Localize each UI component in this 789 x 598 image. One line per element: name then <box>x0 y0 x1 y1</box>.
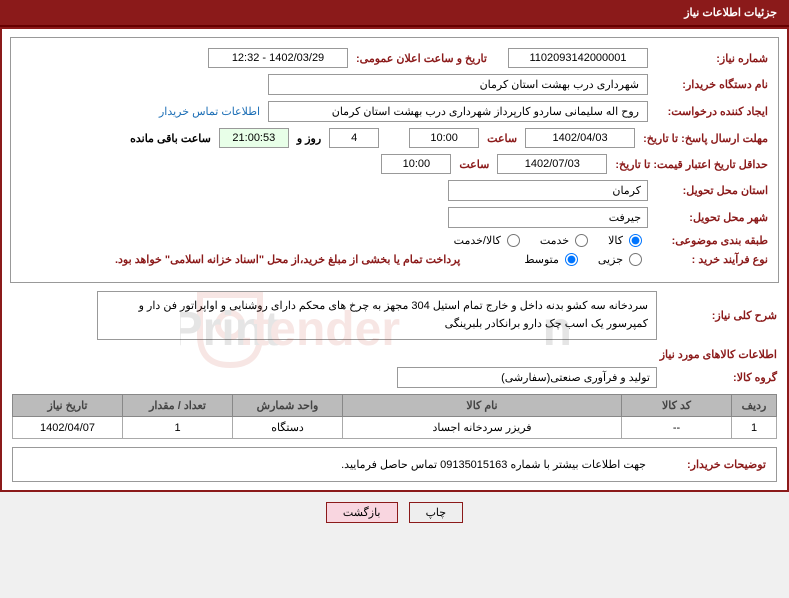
buyer-org-value: شهرداری درب بهشت استان کرمان <box>268 74 648 95</box>
cat-goods-radio[interactable] <box>629 234 642 247</box>
category-label: طبقه بندی موضوعی: <box>648 234 768 247</box>
th-qty: تعداد / مقدار <box>123 395 233 417</box>
details-fieldset: شماره نیاز: 1102093142000001 تاریخ و ساع… <box>10 37 779 283</box>
items-section-title: اطلاعات کالاهای مورد نیاز <box>12 348 777 361</box>
proc-partial-label: جزیی <box>598 253 623 266</box>
items-table: ردیف کد کالا نام کالا واحد شمارش تعداد /… <box>12 394 777 439</box>
remain-suffix: ساعت باقی مانده <box>122 132 219 145</box>
delivery-city-value: جیرفت <box>448 207 648 228</box>
cell-row: 1 <box>732 417 777 439</box>
saat-label-2: ساعت <box>451 158 497 171</box>
th-code: کد کالا <box>622 395 732 417</box>
proc-medium-label: متوسط <box>524 253 559 266</box>
header-title: جزئیات اطلاعات نیاز <box>684 7 777 19</box>
button-bar: چاپ بازگشت <box>0 492 789 533</box>
back-button[interactable]: بازگشت <box>326 502 398 523</box>
group-label: گروه کالا: <box>657 371 777 384</box>
reply-deadline-time: 10:00 <box>409 128 479 148</box>
cell-code: -- <box>622 417 732 439</box>
th-name: نام کالا <box>343 395 622 417</box>
rooz-va: روز و <box>289 132 329 145</box>
delivery-province-value: کرمان <box>448 180 648 201</box>
th-row: ردیف <box>732 395 777 417</box>
buyer-notes-label: توضیحات خریدار: <box>646 458 766 471</box>
process-label: نوع فرآیند خرید : <box>648 253 768 266</box>
main-frame: شماره نیاز: 1102093142000001 تاریخ و ساع… <box>0 27 789 492</box>
cat-goods-label: کالا <box>608 234 623 247</box>
cell-qty: 1 <box>123 417 233 439</box>
page-header: جزئیات اطلاعات نیاز <box>0 0 789 27</box>
table-row: 1 -- فریزر سردخانه اجساد دستگاه 1 1402/0… <box>13 417 777 439</box>
remain-time: 21:00:53 <box>219 128 289 148</box>
remain-days: 4 <box>329 128 379 148</box>
print-button[interactable]: چاپ <box>409 502 464 523</box>
buyer-org-label: نام دستگاه خریدار: <box>648 78 768 91</box>
cell-need-date: 1402/04/07 <box>13 417 123 439</box>
th-need-date: تاریخ نیاز <box>13 395 123 417</box>
group-value: تولید و فرآوری صنعتی(سفارشی) <box>397 367 657 388</box>
buyer-notes-text: جهت اطلاعات بیشتر با شماره 09135015163 ت… <box>23 458 646 471</box>
cat-service-radio[interactable] <box>575 234 588 247</box>
reply-deadline-label: مهلت ارسال پاسخ: تا تاریخ: <box>635 132 768 145</box>
th-unit: واحد شمارش <box>233 395 343 417</box>
requester-value: روح اله سلیمانی ساردو کارپرداز شهرداری د… <box>268 101 648 122</box>
min-valid-date: 1402/07/03 <box>497 154 607 174</box>
buyer-notes-frame: توضیحات خریدار: جهت اطلاعات بیشتر با شما… <box>12 447 777 482</box>
announce-date-label: تاریخ و ساعت اعلان عمومی: <box>348 52 508 65</box>
proc-medium-radio[interactable] <box>565 253 578 266</box>
cell-name: فریزر سردخانه اجساد <box>343 417 622 439</box>
min-valid-time: 10:00 <box>381 154 451 174</box>
payment-note: پرداخت تمام یا بخشی از مبلغ خرید،از محل … <box>107 253 468 266</box>
cat-both-label: کالا/خدمت <box>454 234 501 247</box>
reply-deadline-date: 1402/04/03 <box>525 128 635 148</box>
proc-partial-radio[interactable] <box>629 253 642 266</box>
announce-date-value: 1402/03/29 - 12:32 <box>208 48 348 68</box>
need-no-value: 1102093142000001 <box>508 48 648 68</box>
min-valid-label: حداقل تاریخ اعتبار قیمت: تا تاریخ: <box>607 158 768 171</box>
requester-label: ایجاد کننده درخواست: <box>648 105 768 118</box>
cat-both-radio[interactable] <box>507 234 520 247</box>
delivery-province-label: استان محل تحویل: <box>648 184 768 197</box>
overall-desc-value: سردخانه سه کشو بدنه داخل و خارج تمام است… <box>97 291 657 340</box>
cell-unit: دستگاه <box>233 417 343 439</box>
buyer-contact-link[interactable]: اطلاعات تماس خریدار <box>159 105 268 118</box>
saat-label-1: ساعت <box>479 132 525 145</box>
cat-service-label: خدمت <box>540 234 569 247</box>
delivery-city-label: شهر محل تحویل: <box>648 211 768 224</box>
need-no-label: شماره نیاز: <box>648 52 768 65</box>
overall-desc-label: شرح کلی نیاز: <box>657 309 777 322</box>
